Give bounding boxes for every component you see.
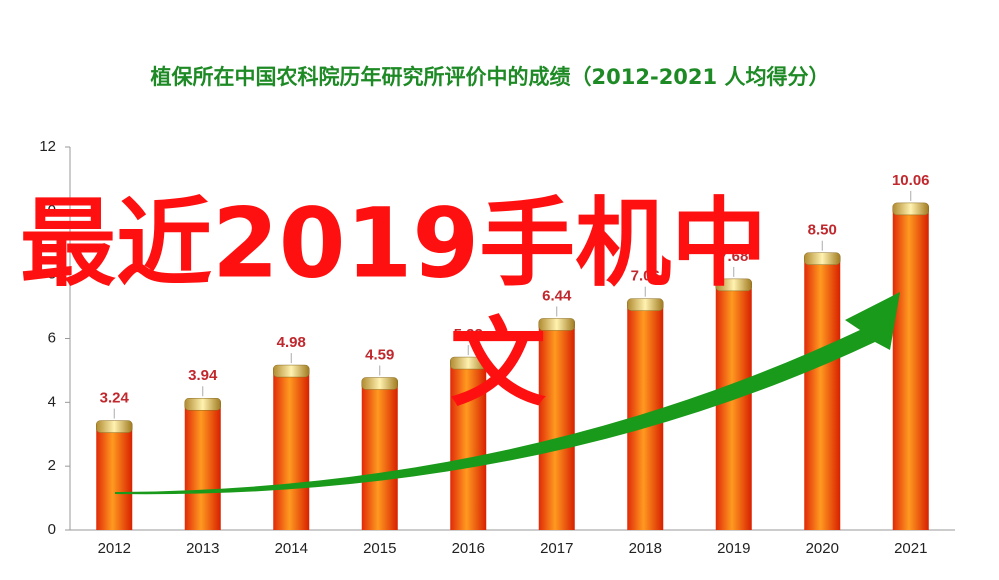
- bar: [450, 363, 487, 530]
- bar: [96, 426, 133, 530]
- x-tick-label: 2013: [186, 540, 219, 557]
- bar-cap: [627, 298, 664, 311]
- y-tick-label: 0: [48, 521, 56, 538]
- value-label: 3.94: [188, 367, 218, 384]
- x-tick-label: 2016: [452, 540, 485, 557]
- bar-cap: [892, 202, 929, 216]
- y-tick-label: 6: [48, 329, 56, 346]
- x-tick-label: 2014: [275, 540, 308, 557]
- bar-cap: [184, 397, 221, 411]
- value-label: 8.50: [808, 222, 837, 239]
- trend-arrow: [115, 292, 900, 495]
- value-label: 6.44: [542, 287, 572, 304]
- bar: [361, 383, 398, 530]
- x-tick-label: 2021: [894, 540, 927, 557]
- value-label: 7.68: [719, 248, 748, 265]
- overlay-text: 文: [450, 307, 546, 419]
- bar: [273, 371, 310, 530]
- bar: [804, 258, 841, 530]
- value-label: 4.98: [277, 334, 306, 351]
- bar-cap: [715, 278, 752, 292]
- value-label: 7.06: [631, 268, 660, 285]
- bar: [715, 284, 752, 530]
- y-tick-label: 10: [39, 202, 56, 219]
- x-tick-label: 2015: [363, 540, 396, 557]
- value-label: 5.23: [454, 326, 483, 343]
- overlay-text: 最近2019手机中: [20, 187, 767, 299]
- value-label: 3.24: [100, 390, 130, 407]
- y-tick-label: 12: [39, 138, 56, 155]
- bar: [184, 404, 221, 530]
- bar-cap: [361, 377, 398, 390]
- x-tick-label: 2018: [629, 540, 662, 557]
- bar-cap: [450, 356, 487, 370]
- y-tick-label: 2: [48, 457, 56, 474]
- x-tick-label: 2017: [540, 540, 573, 557]
- bar-cap: [538, 318, 575, 331]
- bar-cap: [96, 420, 133, 433]
- y-tick-label: 4: [48, 393, 56, 410]
- x-tick-label: 2020: [806, 540, 839, 557]
- value-label: 4.59: [365, 346, 394, 363]
- value-label: 10.06: [892, 172, 930, 189]
- y-tick-label: 8: [48, 266, 56, 283]
- chart-title: 植保所在中国农科院历年研究所评价中的成绩（2012-2021 人均得分）: [151, 65, 830, 89]
- bar: [538, 324, 575, 530]
- x-tick-label: 2012: [98, 540, 131, 557]
- bar: [892, 208, 929, 530]
- x-tick-label: 2019: [717, 540, 750, 557]
- bar-cap: [273, 364, 310, 378]
- bar-cap: [804, 252, 841, 265]
